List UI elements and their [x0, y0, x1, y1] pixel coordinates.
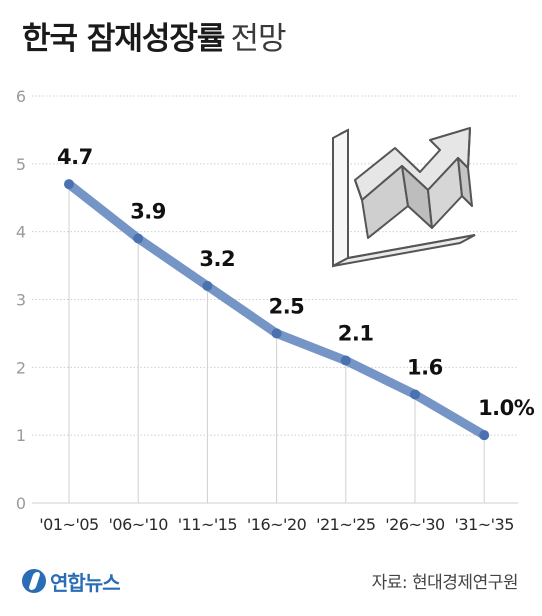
x-axis-ticks: '01~'05 '06~'10 '11~'15 '16~'20 '21~'25 '26~'…	[39, 515, 514, 534]
source-note: 자료: 현대경제연구원	[371, 573, 519, 593]
data-point	[202, 280, 213, 291]
data-label: 3.2	[199, 247, 235, 271]
chart-title-sub: 전망	[230, 21, 286, 57]
x-tick-label: '06~'10	[108, 515, 168, 534]
x-tick-label: '21~'25	[316, 515, 375, 534]
data-label: 1.6	[407, 355, 443, 379]
x-tick-label: '16~'20	[247, 515, 307, 534]
x-tick-label: '11~'15	[178, 515, 237, 534]
chart-title-main: 한국 잠재성장률	[22, 21, 225, 57]
data-point	[64, 179, 74, 190]
data-labels: 4.7 3.9 3.2 2.5 2.1 1.6 1.0%	[57, 145, 535, 420]
data-point	[133, 233, 144, 244]
data-label: 1.0%	[478, 396, 535, 420]
data-point	[271, 328, 282, 339]
y-tick-label: 5	[16, 155, 26, 174]
y-tick-label: 0	[16, 494, 26, 513]
yonhap-logo: 연합뉴스	[22, 566, 121, 596]
chart-title: 한국 잠재성장률 전망	[22, 18, 286, 60]
y-tick-label: 6	[16, 87, 26, 106]
gridlines	[32, 95, 518, 504]
x-tick-label: '01~'05	[39, 515, 98, 534]
logo-text: 연합뉴스	[50, 570, 121, 595]
y-tick-label: 1	[16, 426, 26, 445]
data-point	[340, 355, 351, 366]
data-label: 4.7	[57, 145, 93, 169]
data-label: 2.5	[269, 294, 305, 318]
y-axis-ticks: 0 1 2 3 4 5 6	[16, 87, 26, 513]
data-points	[64, 179, 490, 441]
data-label: 2.1	[338, 322, 374, 346]
x-tick-label: '31~'35	[454, 515, 513, 534]
x-tick-label: '26~'30	[385, 515, 445, 534]
data-point	[479, 430, 490, 441]
yonhap-logo-icon	[22, 569, 46, 593]
declining-chart-arrow-icon	[332, 127, 476, 268]
y-tick-label: 4	[16, 223, 26, 242]
y-tick-label: 2	[16, 358, 26, 377]
data-point	[410, 389, 420, 400]
data-label: 3.9	[130, 199, 166, 223]
y-tick-label: 3	[16, 291, 26, 310]
